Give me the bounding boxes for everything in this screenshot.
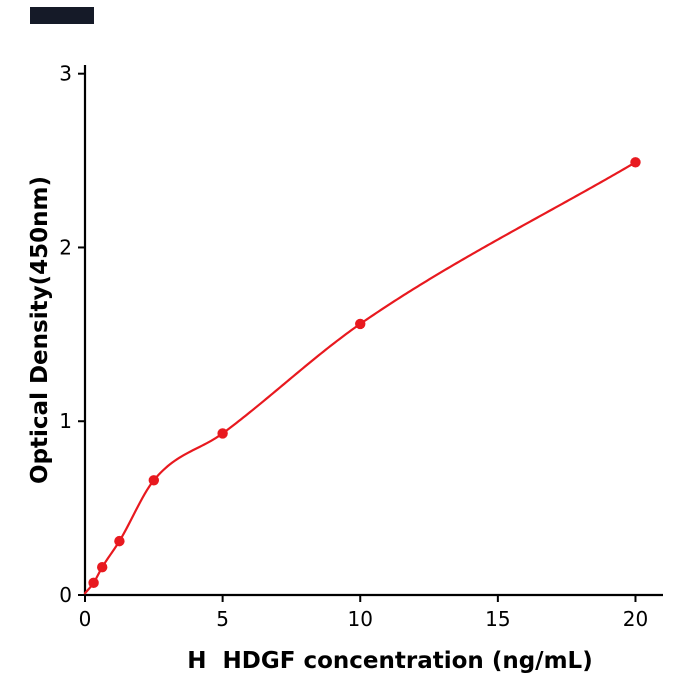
y-tick-label: 3 xyxy=(59,62,72,86)
x-tick-label: 10 xyxy=(348,607,373,631)
data-point xyxy=(630,157,641,168)
y-tick-label: 1 xyxy=(59,409,72,433)
y-tick-label: 2 xyxy=(59,235,72,259)
corner-watermark xyxy=(30,7,94,24)
data-point xyxy=(355,318,366,330)
x-tick-label: 15 xyxy=(485,607,510,631)
x-tick-label: 5 xyxy=(216,607,229,631)
data-point xyxy=(88,577,99,589)
data-point xyxy=(114,535,125,547)
fit-curve xyxy=(83,161,637,595)
data-point xyxy=(217,428,228,439)
x-tick-label: 0 xyxy=(79,607,92,631)
x-axis-title: H HDGF concentration (ng/mL) xyxy=(187,648,593,674)
data-point xyxy=(97,562,108,573)
x-tick-label: 20 xyxy=(623,607,648,631)
y-axis-title: Optical Density(450nm) xyxy=(27,176,53,484)
y-tick-label: 0 xyxy=(59,583,72,607)
data-point xyxy=(148,475,160,486)
